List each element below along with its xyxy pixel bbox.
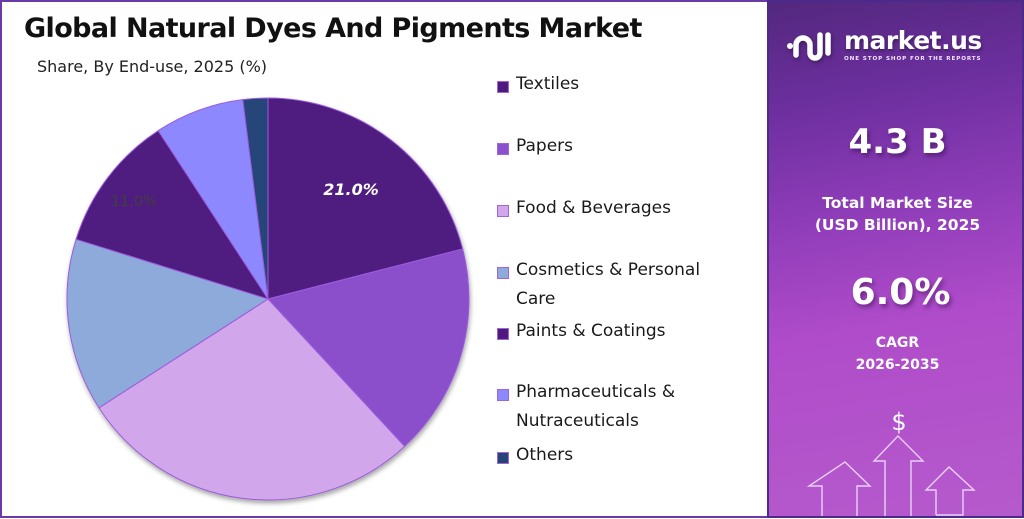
legend-swatch xyxy=(497,143,509,155)
legend-label: Pharmaceuticals & Nutraceuticals xyxy=(516,382,676,431)
pie-slice-papers[interactable] xyxy=(267,248,470,448)
legend-item-cosmetics-personal-care[interactable]: Cosmetics & Personal Care xyxy=(497,260,737,314)
data-label-paints-coatings: 11.0% xyxy=(111,194,157,210)
arrow-outlines xyxy=(806,434,976,516)
summary-panel: market.us ONE STOP SHOP FOR THE REPORTS … xyxy=(767,0,1024,518)
market-size-label-line1: Total Market Size xyxy=(822,194,973,212)
growth-arrows-icon: $ xyxy=(806,408,976,516)
legend-swatch xyxy=(497,452,509,464)
cagr-label: CAGR 2026-2035 xyxy=(769,332,1022,376)
legend-swatch xyxy=(497,328,509,340)
legend-swatch xyxy=(497,205,509,217)
pie-slice-cosmetics-personal-care[interactable] xyxy=(66,238,270,409)
legend-label: Others xyxy=(516,445,574,465)
legend-item-pharmaceuticals-nutraceuticals[interactable]: Pharmaceuticals & Nutraceuticals xyxy=(497,382,717,436)
legend-swatch xyxy=(497,267,509,279)
cagr-stat: 6.0% xyxy=(769,272,1022,313)
pie-slice-food-beverages[interactable] xyxy=(98,298,406,501)
cagr-label-line1: CAGR xyxy=(875,335,920,351)
market-us-logo-icon xyxy=(787,32,831,61)
pie-slice-paints-coatings[interactable] xyxy=(75,129,270,300)
market-size-label: Total Market Size (USD Billion), 2025 xyxy=(769,192,1022,236)
pie-slice-textiles[interactable] xyxy=(267,97,464,300)
pie-slices xyxy=(66,97,470,501)
legend-label: Textiles xyxy=(516,74,580,94)
legend-item-food-beverages[interactable]: Food & Beverages xyxy=(497,198,747,223)
brand-name: market.us xyxy=(844,26,982,55)
legend-label: Paints & Coatings xyxy=(516,321,666,341)
legend-label: Papers xyxy=(516,136,574,156)
legend-label: Cosmetics & Personal Care xyxy=(516,260,701,309)
chart-subtitle: Share, By End-use, 2025 (%) xyxy=(37,57,268,76)
market-size-value: 4.3 B xyxy=(848,122,947,162)
legend-item-paints-coatings[interactable]: Paints & Coatings xyxy=(497,321,747,346)
data-label-textiles: 21.0% xyxy=(323,180,379,199)
pie-chart: 21.0% 11.0% xyxy=(66,97,470,501)
legend-item-textiles[interactable]: Textiles xyxy=(497,74,747,99)
cagr-value: 6.0% xyxy=(850,272,951,313)
brand-tagline: ONE STOP SHOP FOR THE REPORTS xyxy=(844,56,982,62)
dollar-sign-icon: $ xyxy=(891,408,906,436)
market-size-label-line2: (USD Billion), 2025 xyxy=(814,216,981,234)
legend-label: Food & Beverages xyxy=(516,198,671,218)
legend-swatch xyxy=(497,81,509,93)
legend-swatch xyxy=(497,389,509,401)
legend-item-papers[interactable]: Papers xyxy=(497,136,747,161)
brand-logo[interactable]: market.us ONE STOP SHOP FOR THE REPORTS xyxy=(786,27,982,63)
cagr-label-line2: 2026-2035 xyxy=(855,357,940,373)
market-size-stat: 4.3 B xyxy=(769,122,1022,162)
legend-item-others[interactable]: Others xyxy=(497,445,747,470)
pie-slice-others[interactable] xyxy=(242,97,269,300)
chart-title: Global Natural Dyes And Pigments Market xyxy=(24,13,642,44)
